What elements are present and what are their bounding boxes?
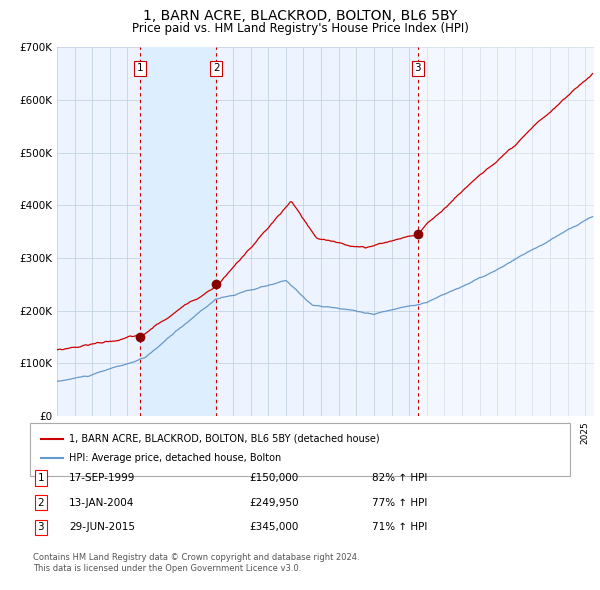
Bar xyxy=(140,47,216,416)
Text: £249,950: £249,950 xyxy=(249,498,299,507)
Text: 17-SEP-1999: 17-SEP-1999 xyxy=(69,473,136,483)
Text: This data is licensed under the Open Government Licence v3.0.: This data is licensed under the Open Gov… xyxy=(33,565,301,573)
Text: 2: 2 xyxy=(37,498,44,507)
Text: 1, BARN ACRE, BLACKROD, BOLTON, BL6 5BY (detached house): 1, BARN ACRE, BLACKROD, BOLTON, BL6 5BY … xyxy=(69,434,380,444)
Text: 13-JAN-2004: 13-JAN-2004 xyxy=(69,498,134,507)
Text: Contains HM Land Registry data © Crown copyright and database right 2024.: Contains HM Land Registry data © Crown c… xyxy=(33,553,359,562)
Text: HPI: Average price, detached house, Bolton: HPI: Average price, detached house, Bolt… xyxy=(69,454,281,463)
Text: 3: 3 xyxy=(37,523,44,532)
Text: 1: 1 xyxy=(137,63,143,73)
Text: 71% ↑ HPI: 71% ↑ HPI xyxy=(372,523,427,532)
Text: Price paid vs. HM Land Registry's House Price Index (HPI): Price paid vs. HM Land Registry's House … xyxy=(131,22,469,35)
Text: 77% ↑ HPI: 77% ↑ HPI xyxy=(372,498,427,507)
Text: 1: 1 xyxy=(37,473,44,483)
Bar xyxy=(418,47,594,416)
Text: 82% ↑ HPI: 82% ↑ HPI xyxy=(372,473,427,483)
Text: 1, BARN ACRE, BLACKROD, BOLTON, BL6 5BY: 1, BARN ACRE, BLACKROD, BOLTON, BL6 5BY xyxy=(143,9,457,23)
Text: 29-JUN-2015: 29-JUN-2015 xyxy=(69,523,135,532)
Text: 2: 2 xyxy=(213,63,220,73)
Text: 3: 3 xyxy=(415,63,421,73)
Text: £345,000: £345,000 xyxy=(249,523,298,532)
Text: £150,000: £150,000 xyxy=(249,473,298,483)
